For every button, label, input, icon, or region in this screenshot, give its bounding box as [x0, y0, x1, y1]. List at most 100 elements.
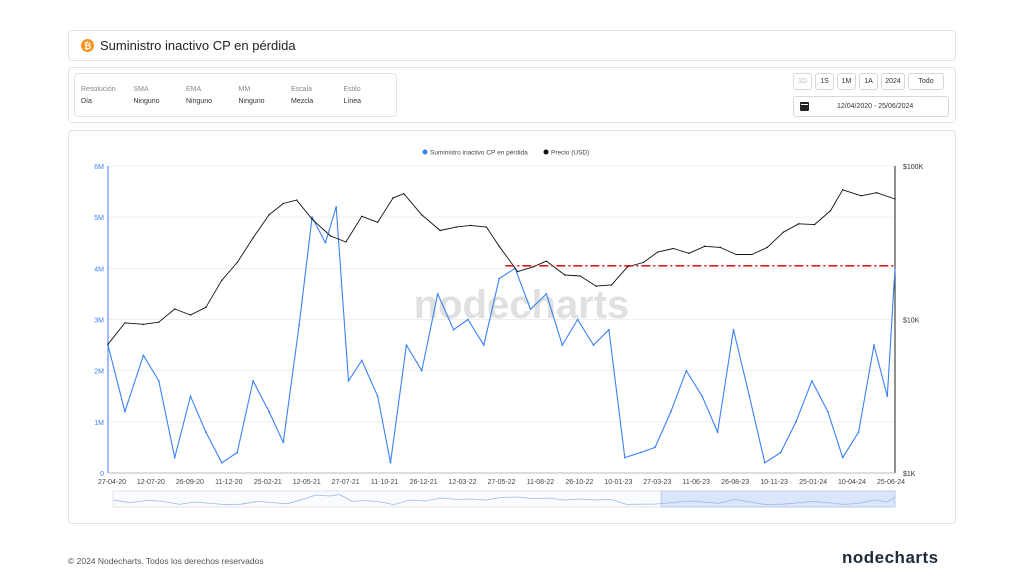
price-point — [875, 191, 878, 194]
control-value: Día — [81, 98, 92, 105]
control-label: Escala — [291, 86, 313, 93]
price-point — [813, 223, 816, 226]
supply-point — [282, 441, 285, 444]
price-point — [392, 197, 394, 199]
range-button-all[interactable]: Todo — [908, 73, 944, 90]
y-left-tick-label: 1M — [94, 420, 104, 427]
price-point — [173, 308, 176, 310]
supply-point — [841, 456, 844, 459]
control-value: Ninguno — [133, 98, 160, 105]
control-mm[interactable]: MM Ninguno — [239, 84, 292, 116]
supply-point — [873, 344, 875, 346]
x-tick-label: 10-04-24 — [838, 479, 866, 486]
date-range-picker[interactable]: 12/04/2020 - 25/06/2024 — [793, 96, 949, 117]
supply-point — [498, 277, 501, 280]
control-value: Línea — [343, 98, 362, 105]
supply-point — [701, 395, 704, 398]
control-scale[interactable]: Escala Mezcla — [291, 84, 344, 116]
supply-point — [311, 216, 313, 219]
range-button-1s[interactable]: 1S — [815, 73, 834, 90]
price-point — [221, 279, 223, 282]
supply-point — [857, 431, 860, 433]
supply-point — [732, 328, 735, 331]
supply-point — [347, 380, 350, 382]
y-left-tick-label: 3M — [94, 318, 104, 325]
supply-point — [795, 420, 797, 423]
x-tick-label: 11-08-22 — [527, 479, 555, 486]
supply-point — [335, 206, 338, 208]
supply-point — [779, 451, 782, 454]
supply-point — [157, 380, 160, 382]
supply-point — [608, 328, 610, 331]
price-point — [158, 321, 160, 323]
price-point — [626, 266, 629, 268]
range-button-1a[interactable]: 1A — [859, 73, 878, 90]
price-point — [311, 218, 313, 220]
price-point — [782, 231, 784, 233]
supply-point — [173, 456, 176, 459]
control-value: Mezcla — [291, 98, 314, 105]
supply-point — [748, 395, 751, 398]
supply-point — [826, 410, 829, 413]
supply-point — [623, 456, 626, 459]
supply-point — [142, 354, 145, 357]
price-point — [189, 314, 192, 316]
x-tick-label: 27-03-23 — [643, 479, 671, 486]
supply-point — [894, 267, 896, 270]
price-point — [797, 223, 800, 225]
price-point — [829, 210, 832, 212]
price-point — [595, 285, 597, 287]
chart-canvas[interactable]: 0 1M 2M 3M 4M 5M 6M $1K $10K $100K 27-04-20 12-07-2… — [69, 131, 957, 525]
footer-logo[interactable]: nodecharts — [842, 548, 939, 567]
price-point — [610, 284, 613, 286]
price-point — [376, 221, 379, 223]
x-tick-label: 26-12-21 — [410, 479, 438, 486]
supply-point — [561, 344, 564, 346]
x-tick-label: 10-11-23 — [760, 479, 788, 486]
supply-point — [763, 461, 766, 464]
supply-point — [886, 395, 889, 398]
y-left-tick-label: 4M — [94, 266, 104, 273]
control-sma[interactable]: SMA Ninguno — [134, 84, 187, 116]
price-point — [894, 198, 896, 200]
x-tick-label: 25-01-24 — [799, 479, 827, 486]
supply-point — [205, 431, 207, 433]
range-button-2024[interactable]: 2024 — [881, 73, 905, 90]
x-tick-label: 11-10-21 — [371, 479, 399, 486]
price-point — [439, 229, 441, 232]
price-point — [282, 202, 285, 205]
control-style[interactable]: Estilo Línea — [344, 84, 397, 116]
legend-marker-price — [543, 149, 549, 155]
supply-point — [360, 359, 363, 362]
supply-point — [811, 380, 813, 382]
x-tick-label: 26-08-23 — [721, 479, 749, 486]
supply-point — [298, 323, 301, 326]
supply-point — [324, 241, 327, 244]
price-point — [485, 226, 488, 228]
price-point — [498, 245, 500, 247]
chart-settings: Resolución Día SMA Ninguno EMA Ninguno M… — [74, 73, 397, 117]
y-left-tick-label: 2M — [94, 369, 104, 376]
price-point — [642, 261, 644, 264]
y-right-tick-label: $100K — [903, 164, 924, 171]
control-ema[interactable]: EMA Ninguno — [186, 84, 239, 116]
y-right-tick-label: $1K — [903, 471, 916, 478]
range-button-1m[interactable]: 1M — [837, 73, 856, 90]
control-label: Estilo — [343, 86, 361, 93]
control-resolution[interactable]: Resolución Día — [81, 84, 134, 116]
supply-point — [236, 451, 239, 454]
x-tick-label: 25-06-24 — [877, 479, 905, 486]
supply-point — [124, 410, 126, 413]
range-button-1d[interactable]: 1D — [793, 73, 812, 90]
x-tick-label: 12-07-20 — [137, 479, 165, 486]
y-left-tick-label: 6M — [94, 164, 104, 171]
control-label: SMA — [133, 86, 149, 93]
supply-point — [670, 410, 672, 413]
x-tick-label: 11-12-20 — [215, 479, 243, 486]
control-label: Resolución — [81, 86, 116, 93]
price-point — [252, 237, 254, 239]
legend-label-supply: Suministro inactivo CP en pérdida — [430, 150, 528, 157]
price-point — [469, 224, 472, 227]
price-point — [455, 226, 457, 228]
x-tick-label: 12-03-22 — [449, 479, 477, 486]
